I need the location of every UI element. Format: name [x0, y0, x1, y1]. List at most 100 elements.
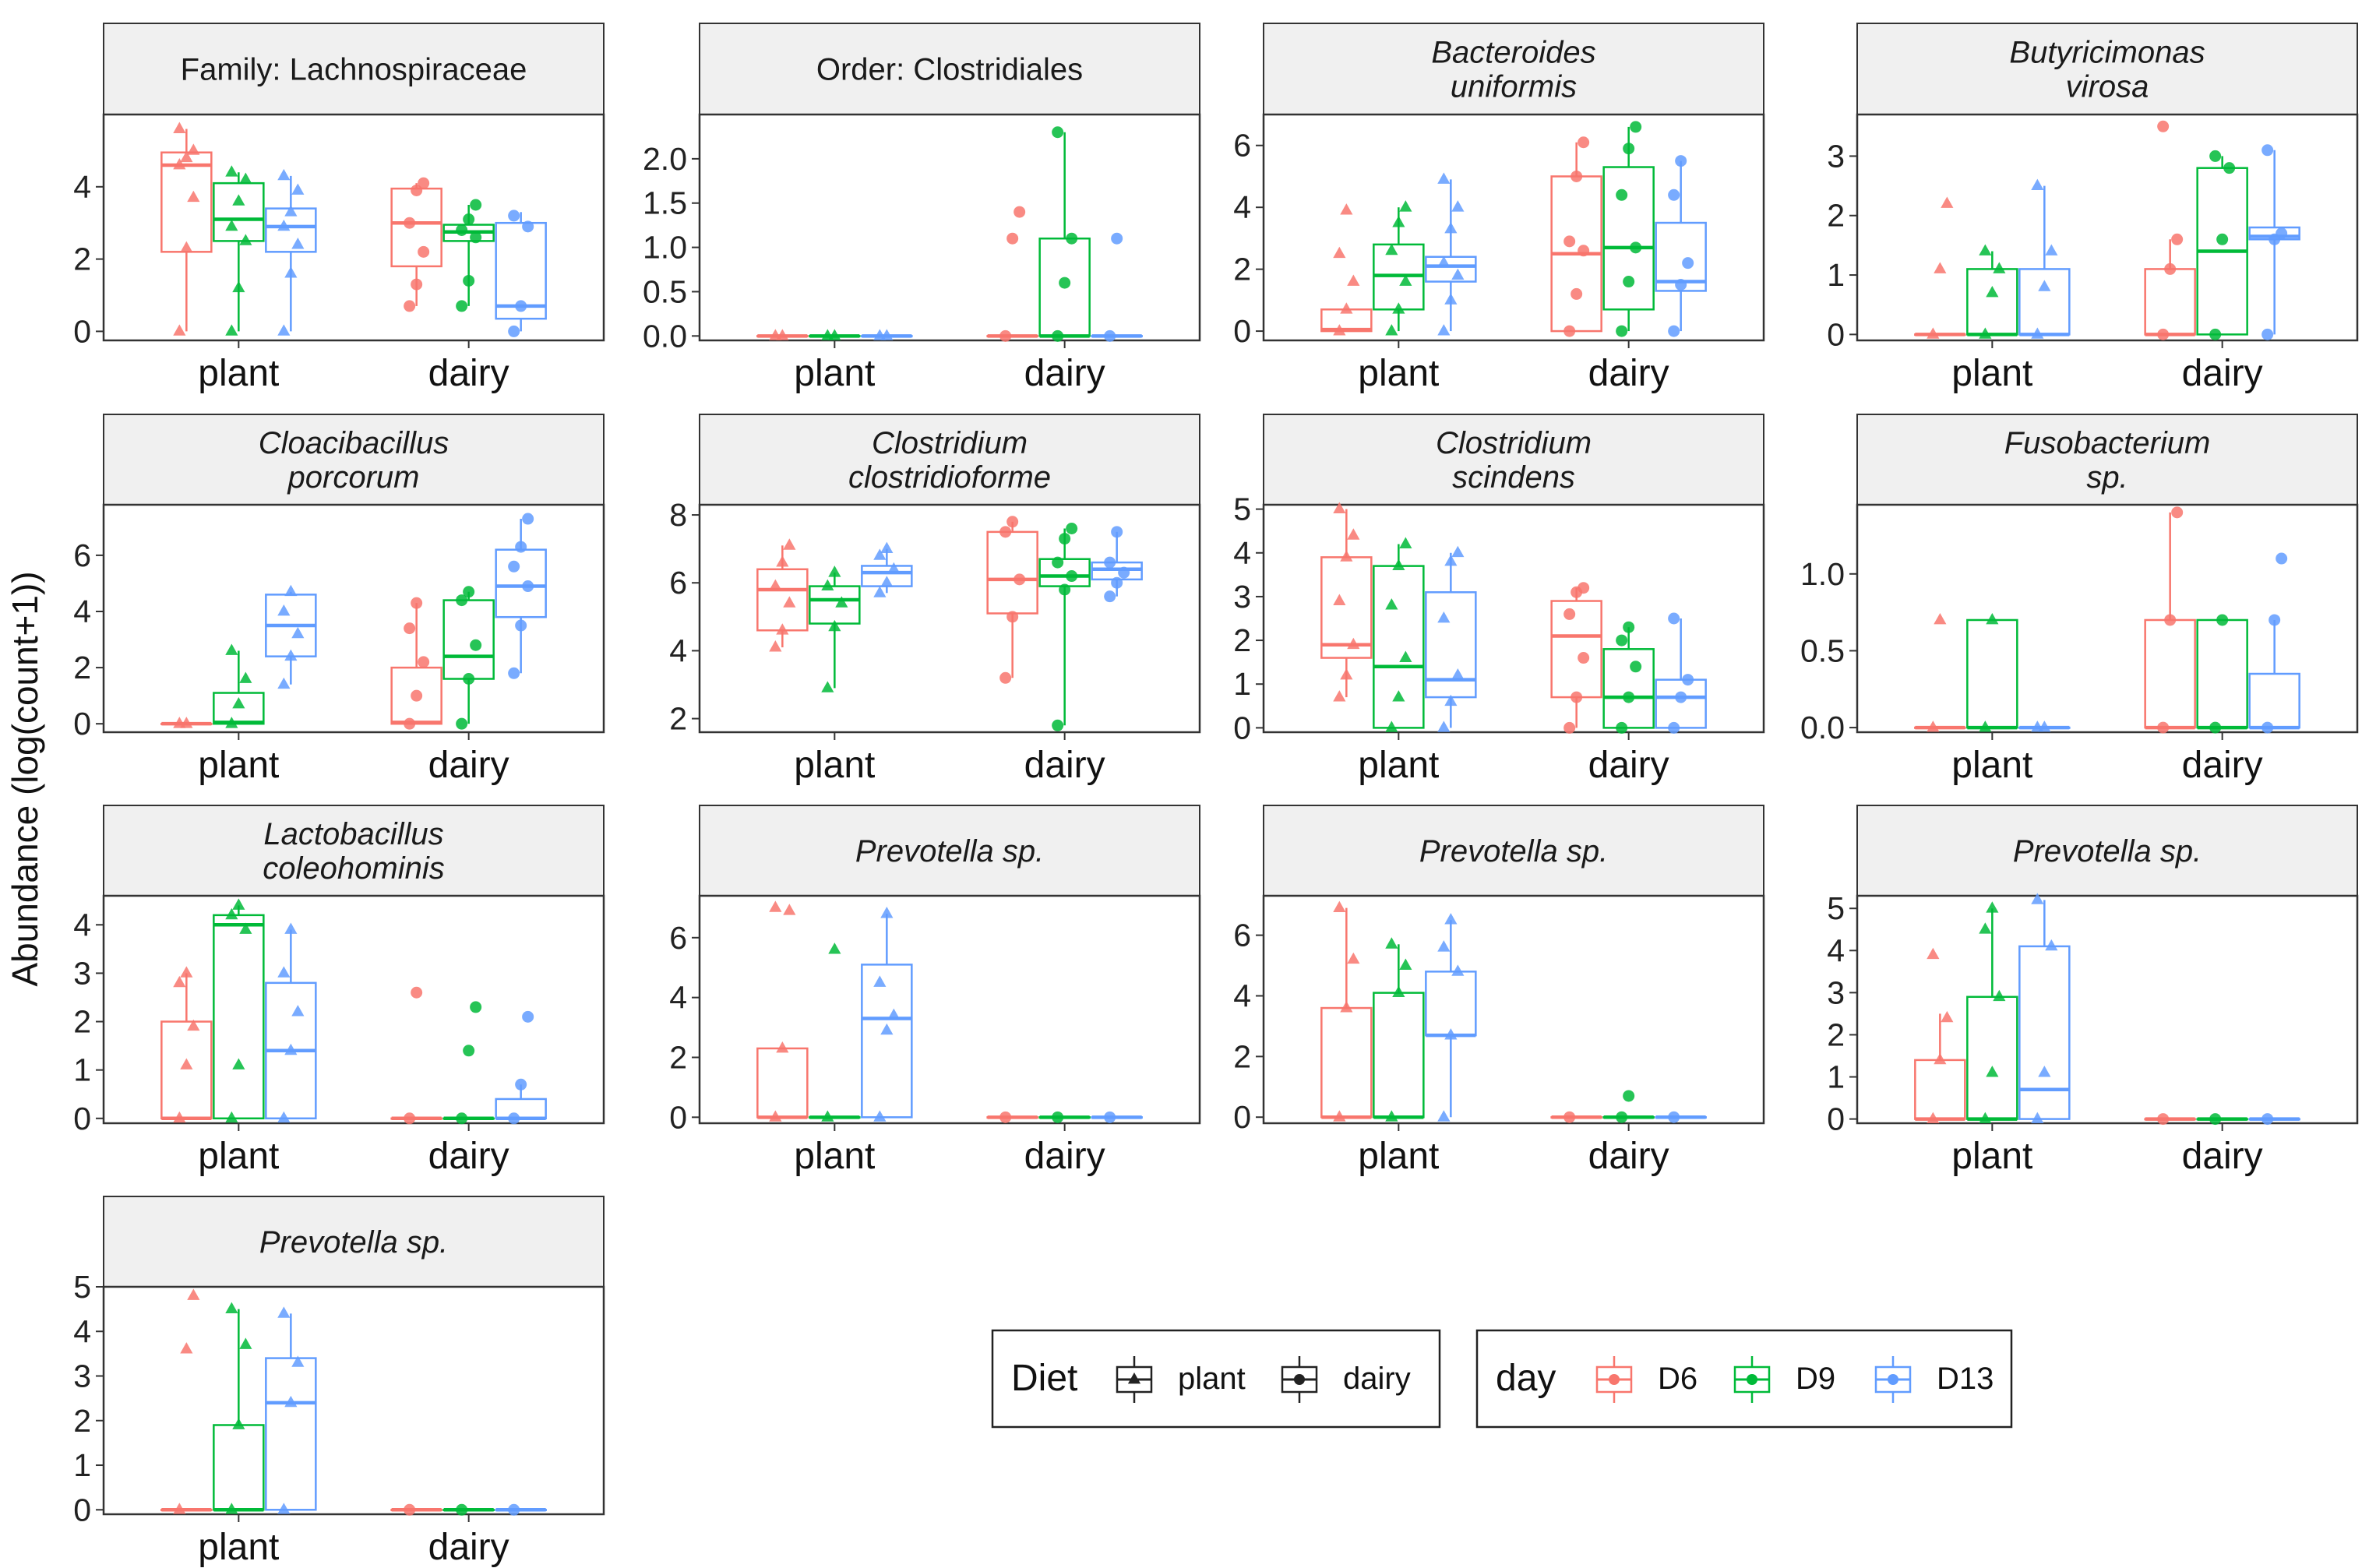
data-point [2164, 614, 2177, 626]
data-point [1392, 558, 1405, 571]
key-circle-point [1609, 1374, 1620, 1385]
box-iqr [1655, 221, 1707, 292]
strip-title-line: Clostridium [872, 426, 1028, 460]
box-dairy-d9 [1038, 1111, 1091, 1123]
data-point [187, 1019, 200, 1031]
data-point [277, 604, 291, 616]
data-point [1682, 674, 1694, 686]
strip-title-line: Prevotella sp. [855, 834, 1044, 869]
data-point [887, 1008, 901, 1020]
data-point [2031, 1112, 2044, 1123]
data-point [2045, 939, 2058, 951]
data-point [515, 619, 527, 632]
day-legend: day D6 D9 D13 [1475, 1329, 2013, 1429]
key-triangle-point [1127, 1372, 1141, 1384]
data-point [1052, 329, 1064, 342]
data-point [1986, 612, 1999, 625]
data-point [873, 975, 887, 987]
data-point [769, 579, 782, 590]
data-point [1675, 155, 1687, 167]
data-point [1616, 721, 1628, 734]
data-point [1052, 719, 1064, 731]
y-axis-label: Abundance (log(count+1)) [5, 571, 45, 986]
box-iqr [986, 530, 1038, 615]
data-point [1006, 232, 1019, 245]
y-tick-label: 4 [73, 169, 91, 205]
data-point [515, 1078, 527, 1091]
data-point [2261, 144, 2274, 157]
data-point [1340, 203, 1353, 215]
y-tick-label: 0 [1233, 710, 1251, 745]
data-point [1668, 721, 1680, 734]
data-point [776, 623, 789, 635]
data-point [1563, 235, 1576, 248]
box-iqr [1914, 1059, 1966, 1120]
data-point [1444, 913, 1458, 925]
data-point [463, 586, 475, 598]
y-tick-label: 2 [1233, 622, 1251, 658]
strip-title-line: sp. [2086, 460, 2128, 495]
x-tick-label-plant: plant [794, 353, 875, 394]
data-point [1927, 947, 1940, 960]
data-point [1059, 583, 1071, 596]
box-plant-d6 [1320, 203, 1373, 336]
data-point [2031, 327, 2044, 339]
box-plant-d9 [1373, 537, 1425, 732]
data-point [776, 555, 789, 567]
data-point [1444, 1028, 1458, 1040]
data-point [1630, 121, 1642, 133]
y-tick-label: 2 [1827, 1017, 1845, 1052]
box-dairy-d9 [2196, 150, 2248, 340]
data-point [2157, 721, 2170, 734]
data-point [277, 677, 291, 689]
data-point [284, 922, 298, 934]
panel-border [698, 894, 1201, 1125]
box-dairy-d13 [1091, 526, 1143, 603]
data-point [1571, 691, 1583, 703]
data-point [2276, 227, 2288, 240]
data-point [508, 667, 520, 679]
data-point [1392, 985, 1405, 997]
data-point [1623, 691, 1635, 703]
data-point [2216, 233, 2229, 245]
data-point [2276, 552, 2288, 565]
box-plant-d13 [265, 1306, 317, 1514]
x-tick-label-plant: plant [1951, 1136, 2032, 1177]
y-tick-label: 1 [73, 1052, 91, 1088]
y-tick-label: 0 [1827, 316, 1845, 352]
data-point [1616, 634, 1628, 647]
data-point [418, 177, 430, 189]
strip-title-line: Fusobacterium [2004, 426, 2211, 460]
data-point [225, 717, 238, 728]
y-tick-label: 2 [669, 1039, 687, 1075]
box-dairy-d9 [1602, 621, 1655, 734]
y-tick-label: 0.0 [1800, 710, 1845, 745]
box-iqr [861, 964, 913, 1119]
x-tick-label-plant: plant [198, 1527, 279, 1568]
data-point [2209, 1113, 2222, 1126]
y-tick-label: 1 [73, 1447, 91, 1483]
box-plant-d6 [160, 122, 213, 336]
strip-title-line: virosa [2066, 70, 2149, 104]
data-point [1014, 206, 1026, 218]
y-tick-label: 4 [1827, 932, 1845, 968]
data-point [291, 626, 305, 639]
strip-header [699, 23, 1200, 115]
y-tick-label: 2 [1827, 198, 1845, 234]
y-tick-label: 4 [669, 980, 687, 1016]
data-point [225, 1302, 238, 1314]
data-point [225, 643, 238, 655]
strip-header [699, 805, 1200, 897]
strip-title-line: porcorum [287, 460, 420, 495]
data-point [1392, 216, 1405, 227]
y-tick-label: 1.0 [643, 230, 687, 266]
data-point [1444, 555, 1458, 566]
y-tick-label: 4 [1233, 535, 1251, 571]
strip-title-line: Prevotella sp. [259, 1225, 448, 1260]
strip-header [103, 23, 605, 115]
data-point [1437, 721, 1451, 732]
data-point [1399, 274, 1412, 286]
data-point [1392, 302, 1405, 314]
box-plant-d9 [1966, 244, 2018, 339]
